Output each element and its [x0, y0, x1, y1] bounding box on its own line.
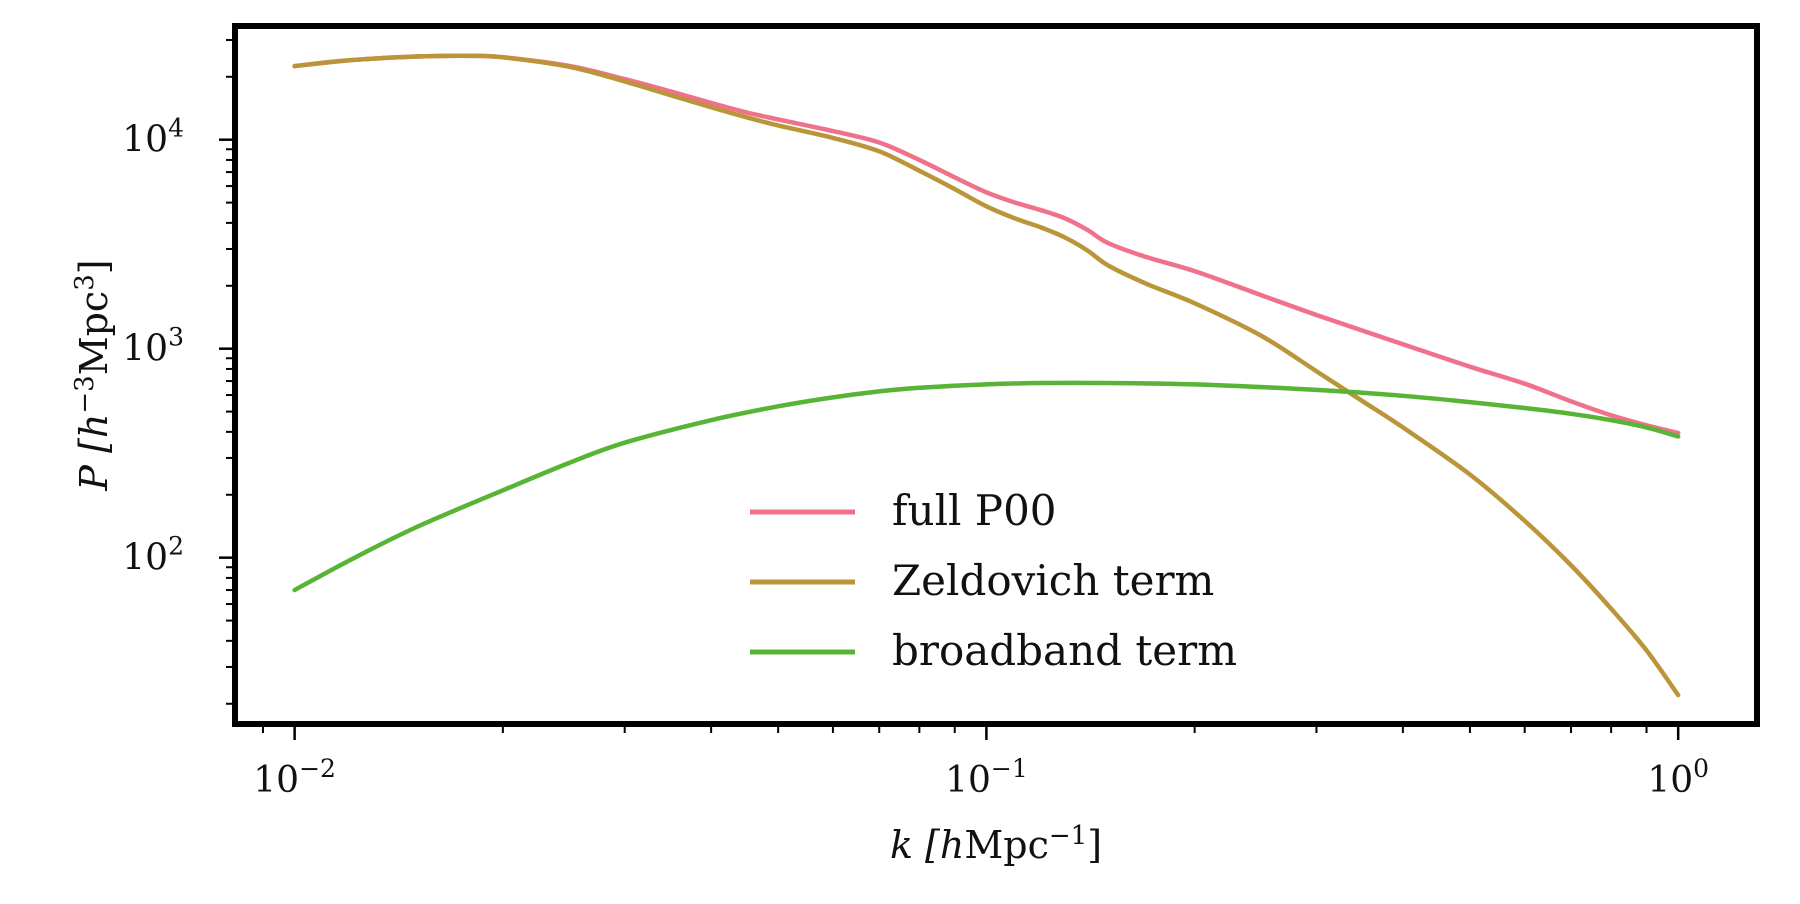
- x-label-base: k [: [890, 823, 941, 867]
- series-line-full-p00: [292, 53, 1681, 436]
- x-label-end: ]: [1087, 823, 1102, 867]
- x-tick-label: 10−2: [253, 754, 336, 801]
- x-label-italic: h: [940, 823, 964, 867]
- x-tick-label: 10−1: [945, 754, 1028, 801]
- series-layer: [292, 53, 1681, 698]
- y-label-end: ]: [72, 259, 116, 274]
- legend-label-broadband-term: broadband term: [892, 626, 1237, 675]
- y-label-sup1: −3: [70, 375, 100, 413]
- x-label-sup: −1: [1049, 821, 1087, 851]
- series-line-broadband-term: [292, 380, 1681, 593]
- legend: full P00 Zeldovich term broadband term: [750, 486, 1237, 675]
- plot-frame: [232, 23, 1760, 727]
- x-label-mid: Mpc: [964, 823, 1049, 867]
- y-label-mid: Mpc: [72, 291, 116, 376]
- y-axis-label: P [h−3Mpc3]: [70, 259, 116, 491]
- y-label-sup2: 3: [70, 274, 100, 291]
- y-label-base: P [: [72, 437, 116, 492]
- legend-label-zeldovich-term: Zeldovich term: [892, 556, 1214, 605]
- y-label-italic: h: [72, 414, 116, 438]
- series-line-zeldovich-term: [292, 53, 1681, 698]
- y-tick-label: 102: [122, 532, 184, 579]
- x-tick-label: 100: [1647, 754, 1709, 801]
- x-axis-label: k [hMpc−1]: [890, 821, 1102, 867]
- legend-label-full-p00: full P00: [892, 486, 1057, 535]
- y-tick-label: 103: [122, 323, 184, 370]
- y-tick-label: 104: [122, 114, 184, 161]
- tick-labels: 10−2 10−1 100 102 103 104: [122, 114, 1709, 801]
